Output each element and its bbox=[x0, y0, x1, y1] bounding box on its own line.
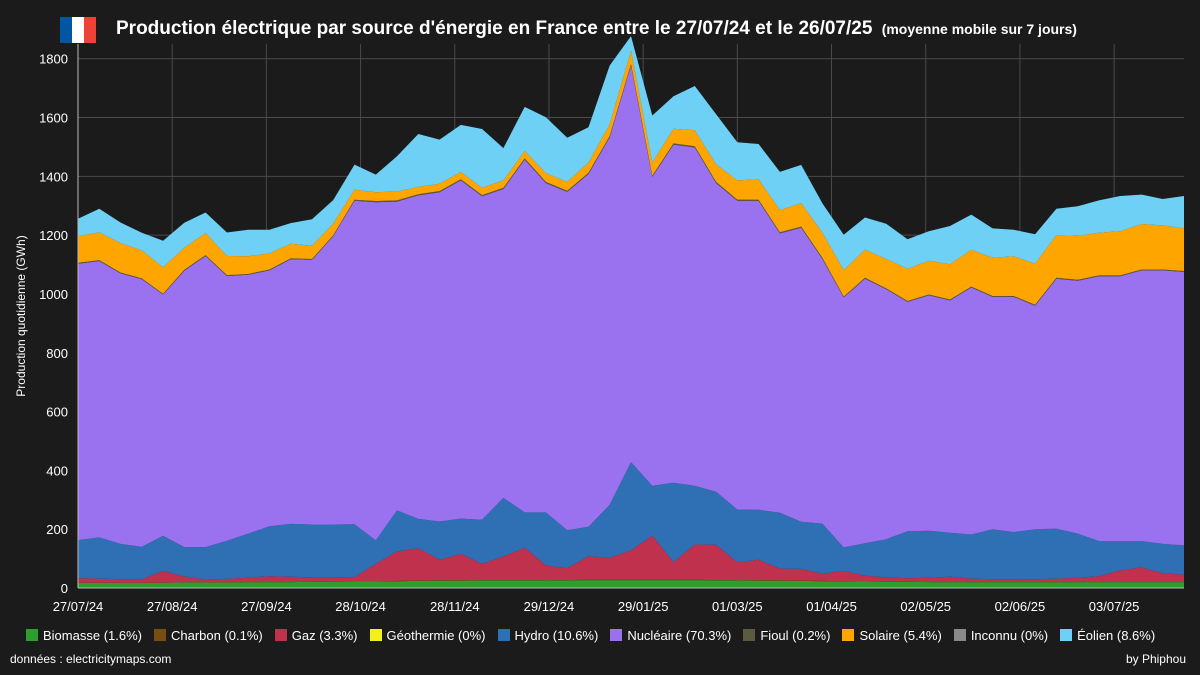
x-tick-label: 28/11/24 bbox=[430, 599, 480, 614]
legend-label: Charbon (0.1%) bbox=[170, 627, 263, 643]
title-row: Production électrique par source d'énerg… bbox=[0, 14, 1200, 48]
legend-swatch bbox=[274, 629, 287, 641]
france-flag-icon bbox=[60, 17, 96, 43]
chart-title-text: Production électrique par source d'énerg… bbox=[116, 18, 873, 39]
legend-item: Fioul (0.2%) bbox=[743, 626, 830, 644]
data-source-note: données : electricitymaps.com bbox=[10, 652, 172, 666]
legend-label: Inconnu (0%) bbox=[970, 627, 1049, 643]
x-tick-label: 29/01/25 bbox=[618, 599, 669, 614]
y-tick-label: 800 bbox=[46, 346, 68, 361]
y-tick-label: 1600 bbox=[39, 111, 68, 126]
area-series-0 bbox=[78, 580, 1184, 588]
area-series-4 bbox=[78, 462, 1184, 580]
chart-subtitle: (moyenne mobile sur 7 jours) bbox=[881, 21, 1077, 37]
y-tick-label: 1000 bbox=[39, 287, 68, 302]
legend-swatch bbox=[1060, 629, 1073, 641]
x-tick-label: 27/09/24 bbox=[241, 599, 292, 614]
x-tick-label: 28/10/24 bbox=[335, 599, 386, 614]
legend-swatch bbox=[497, 629, 510, 641]
legend-label: Nucléaire (70.3%) bbox=[627, 627, 732, 643]
legend-swatch bbox=[26, 629, 38, 641]
legend-swatch bbox=[743, 629, 756, 641]
y-tick-label: 1800 bbox=[39, 52, 68, 67]
legend-swatch bbox=[610, 629, 623, 641]
author-credit: by Phiphou bbox=[1125, 652, 1186, 666]
legend-label: Hydro (10.6%) bbox=[514, 627, 599, 643]
legend-swatch bbox=[953, 629, 966, 641]
y-tick-label: 0 bbox=[61, 581, 68, 596]
legend-swatch bbox=[153, 629, 166, 641]
legend-label: Gaz (3.3%) bbox=[291, 627, 358, 643]
y-axis-label: Production quotidienne (GWh) bbox=[14, 235, 28, 396]
legend-label: Fioul (0.2%) bbox=[760, 627, 831, 643]
x-tick-label: 27/08/24 bbox=[147, 599, 198, 614]
legend-item: Charbon (0.1%) bbox=[153, 626, 263, 644]
y-tick-label: 400 bbox=[46, 463, 68, 478]
x-tick-label: 27/07/24 bbox=[53, 599, 104, 614]
chart-title: Production électrique par source d'énerg… bbox=[116, 18, 1077, 40]
chart-legend: Biomasse (1.6%) Charbon (0.1%) Gaz (3.3%) G… bbox=[26, 626, 1186, 644]
legend-item: Géothermie (0%) bbox=[369, 626, 486, 644]
flag-band-red bbox=[84, 17, 96, 43]
legend-item: Biomasse (1.6%) bbox=[26, 626, 142, 644]
legend-item: Solaire (5.4%) bbox=[842, 626, 942, 644]
area-series-2 bbox=[78, 535, 1184, 583]
y-tick-label: 600 bbox=[46, 405, 68, 420]
flag-band-white bbox=[72, 17, 84, 43]
legend-item: Éolien (8.6%) bbox=[1060, 626, 1155, 644]
x-tick-label: 02/05/25 bbox=[900, 599, 951, 614]
y-tick-label: 1400 bbox=[39, 169, 68, 184]
legend-label: Éolien (8.6%) bbox=[1077, 627, 1156, 643]
legend-item: Gaz (3.3%) bbox=[274, 626, 358, 644]
legend-item: Nucléaire (70.3%) bbox=[610, 626, 731, 644]
legend-label: Géothermie (0%) bbox=[386, 627, 486, 643]
legend-label: Biomasse (1.6%) bbox=[43, 627, 142, 643]
area-series-5 bbox=[78, 65, 1184, 548]
y-tick-label: 1200 bbox=[39, 228, 68, 243]
legend-label: Solaire (5.4%) bbox=[859, 627, 942, 643]
y-tick-label: 200 bbox=[46, 522, 68, 537]
flag-band-blue bbox=[60, 17, 72, 43]
x-tick-label: 01/04/25 bbox=[806, 599, 857, 614]
x-tick-label: 03/07/25 bbox=[1089, 599, 1140, 614]
x-tick-label: 01/03/25 bbox=[712, 599, 763, 614]
x-tick-label: 02/06/25 bbox=[995, 599, 1046, 614]
legend-swatch bbox=[842, 629, 855, 641]
x-tick-label: 29/12/24 bbox=[524, 599, 575, 614]
legend-swatch bbox=[369, 629, 382, 641]
legend-item: Hydro (10.6%) bbox=[497, 626, 599, 644]
legend-item: Inconnu (0%) bbox=[953, 626, 1049, 644]
